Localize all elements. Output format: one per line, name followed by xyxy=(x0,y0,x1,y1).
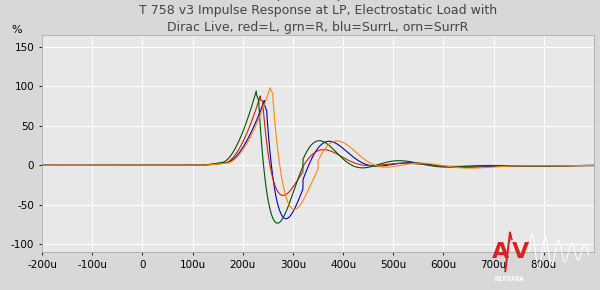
Title: Impulse Response
T 758 v3 Impulse Response at LP, Electrostatic Load with
Dirac : Impulse Response T 758 v3 Impulse Respon… xyxy=(139,0,497,34)
Text: %: % xyxy=(11,25,22,35)
Text: A: A xyxy=(492,242,509,262)
Text: NIRVANA: NIRVANA xyxy=(494,276,524,282)
Text: V: V xyxy=(512,242,529,262)
